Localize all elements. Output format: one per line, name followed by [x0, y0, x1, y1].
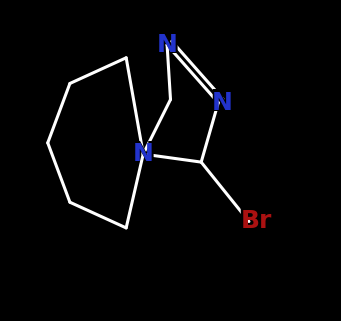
Text: N: N — [154, 30, 180, 59]
Text: N: N — [131, 140, 156, 169]
Text: N: N — [212, 91, 233, 115]
Text: N: N — [133, 142, 154, 166]
Text: N: N — [210, 88, 235, 117]
Text: N: N — [157, 33, 178, 57]
Text: Br: Br — [241, 210, 272, 233]
Text: Br: Br — [237, 207, 276, 236]
